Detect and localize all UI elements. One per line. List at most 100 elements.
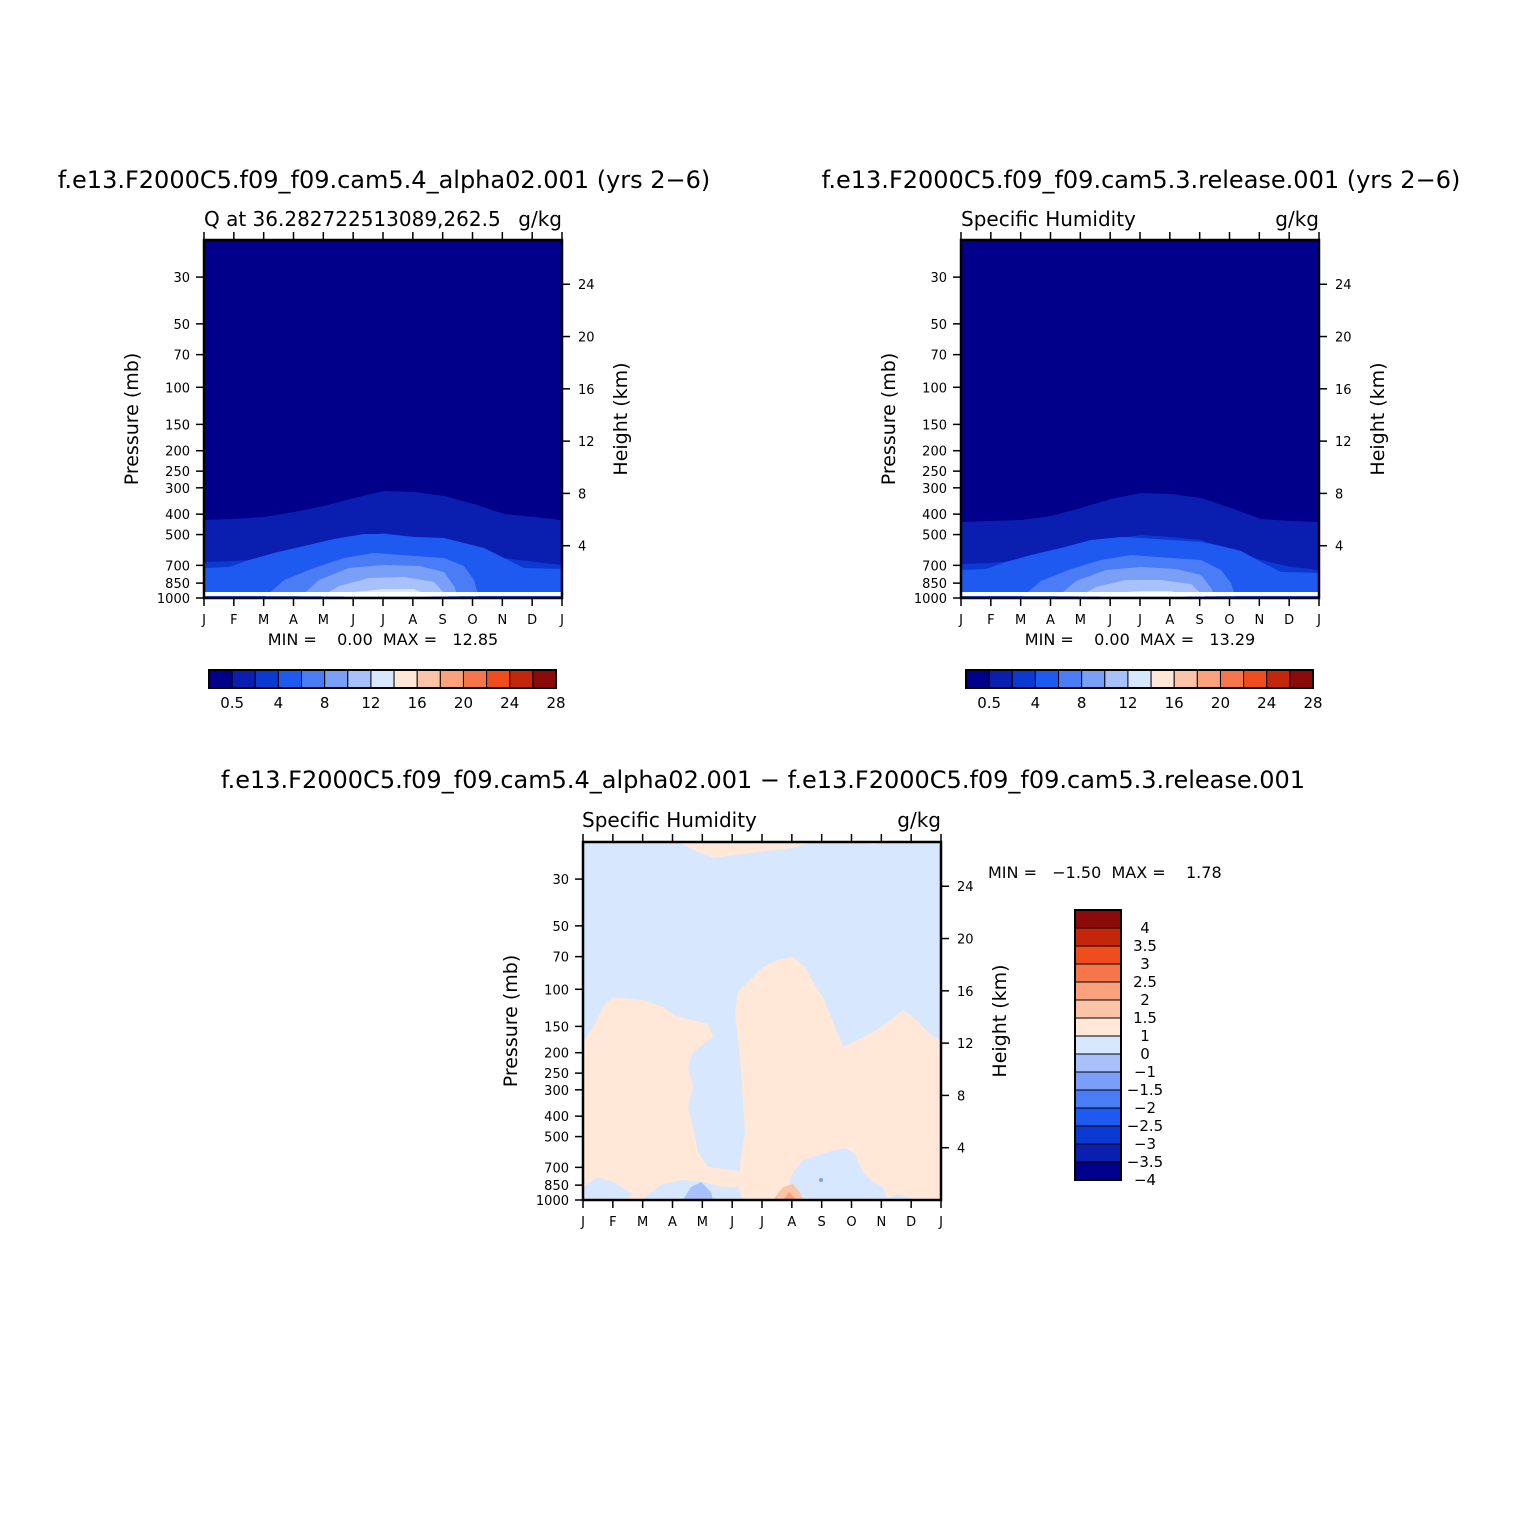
difference-height-title: Height (km) — [989, 964, 1011, 1077]
height-tick-label: 8 — [957, 1089, 965, 1104]
test-panel: Q at 36.282722513089,262.5 g/kg J F M A M J J A… — [121, 207, 632, 712]
control-frame — [959, 238, 1321, 600]
colorbar-label: 4 — [1140, 919, 1150, 937]
pressure-tick-label: 400 — [922, 508, 947, 523]
pressure-tick-label: 850 — [165, 577, 190, 592]
x-tick-label: O — [1224, 613, 1234, 628]
control-colorbar: 0.5 4 8 12 16 20 24 28 — [965, 669, 1323, 712]
control-pressure-title: Pressure (mb) — [878, 353, 900, 486]
colorbar-label: 12 — [361, 694, 380, 712]
pressure-tick-label: 100 — [544, 983, 569, 998]
colorbar-box — [231, 669, 256, 689]
height-tick-label: 4 — [578, 540, 586, 555]
control-surface-band — [961, 592, 1319, 596]
difference-colorbar: 43.532.521.510−1−1.5−2−2.5−3−3.5−4 — [1074, 909, 1163, 1189]
x-tick-label: M — [258, 613, 269, 628]
x-tick-label: A — [668, 1215, 677, 1230]
height-tick-label: 24 — [1335, 278, 1352, 293]
x-tick-label: O — [467, 613, 477, 628]
difference-positive-left — [583, 997, 773, 1200]
test-case-title: f.e13.F2000C5.f09_f09.cam5.4_alpha02.001… — [58, 166, 711, 194]
colorbar-box — [509, 669, 534, 689]
colorbar-label: 12 — [1118, 694, 1137, 712]
control-units: g/kg — [1275, 207, 1319, 231]
x-tick-label: O — [846, 1215, 856, 1230]
pressure-tick-label: 850 — [544, 1179, 569, 1194]
control-panel: Specific Humidity g/kg J F M A M J J A S O N D J 30 5… — [878, 207, 1389, 712]
colorbar-label: 16 — [1165, 694, 1184, 712]
colorbar-label: 16 — [408, 694, 427, 712]
colorbar-box — [1074, 927, 1122, 947]
colorbar-label: 0 — [1140, 1045, 1150, 1063]
colorbar-box — [1074, 1143, 1122, 1163]
height-tick-label: 20 — [957, 933, 974, 948]
pressure-tick-label: 700 — [544, 1161, 569, 1176]
height-tick-label: 8 — [578, 487, 586, 502]
height-tick-label: 16 — [578, 383, 595, 398]
height-tick-label: 24 — [957, 880, 974, 895]
pressure-tick-label: 250 — [922, 465, 947, 480]
x-tick-label: M — [1075, 613, 1086, 628]
colorbar-box — [462, 669, 488, 689]
colorbar-label: 2.5 — [1133, 973, 1157, 991]
difference-left-label: Specific Humidity — [582, 808, 757, 832]
pressure-tick-label: 250 — [544, 1067, 569, 1082]
colorbar-label: 24 — [1257, 694, 1276, 712]
colorbar-label: 20 — [1211, 694, 1230, 712]
colorbar-label: 1.5 — [1133, 1009, 1157, 1027]
colorbar-box — [1074, 1071, 1122, 1091]
x-tick-label: J — [1137, 613, 1142, 628]
pressure-tick-label: 250 — [165, 465, 190, 480]
x-tick-label: M — [637, 1215, 648, 1230]
colorbar-box — [1074, 981, 1122, 1001]
colorbar-box — [486, 669, 511, 689]
difference-speck — [819, 1178, 823, 1182]
x-tick-label: A — [787, 1215, 796, 1230]
height-tick-label: 8 — [1335, 487, 1343, 502]
colorbar-label: −1 — [1134, 1063, 1156, 1081]
difference-positive-lower-blob — [773, 1184, 803, 1200]
pressure-tick-label: 50 — [930, 318, 947, 333]
pressure-tick-label: 100 — [165, 381, 190, 396]
x-tick-label: S — [1196, 613, 1204, 628]
test-surface-band — [204, 592, 562, 596]
pressure-tick-label: 850 — [922, 577, 947, 592]
difference-min-max: MIN = −1.50 MAX = 1.78 — [988, 863, 1222, 882]
colorbar-box — [347, 669, 372, 689]
test-min-max: MIN = 0.00 MAX = 12.85 — [268, 630, 498, 649]
x-tick-label: J — [201, 613, 206, 628]
x-tick-label: A — [1046, 613, 1055, 628]
x-tick-label: J — [729, 1215, 734, 1230]
colorbar-box — [965, 669, 990, 689]
x-tick-label: F — [609, 1215, 616, 1230]
colorbar-box — [532, 669, 557, 689]
pressure-tick-label: 1000 — [536, 1194, 569, 1209]
test-frame — [202, 238, 564, 600]
pressure-tick-label: 200 — [544, 1047, 569, 1062]
colorbar-box — [277, 669, 303, 689]
colorbar-label: 4 — [274, 694, 284, 712]
colorbar-box — [1011, 669, 1036, 689]
pressure-tick-label: 70 — [930, 349, 947, 364]
pressure-tick-label: 300 — [165, 482, 190, 497]
x-tick-label: J — [958, 613, 963, 628]
pressure-tick-label: 700 — [165, 559, 190, 574]
pressure-tick-label: 200 — [922, 445, 947, 460]
colorbar-box — [301, 669, 326, 689]
x-tick-label: M — [1015, 613, 1026, 628]
test-colorbar: 0.5 4 8 12 16 20 24 28 — [208, 669, 566, 712]
colorbar-box — [324, 669, 349, 689]
x-tick-label: N — [876, 1215, 886, 1230]
colorbar-box — [1196, 669, 1221, 689]
pressure-tick-label: 30 — [552, 873, 569, 888]
pressure-tick-label: 50 — [173, 318, 190, 333]
pressure-tick-label: 150 — [165, 418, 190, 433]
colorbar-box — [1127, 669, 1152, 689]
x-tick-label: N — [1254, 613, 1264, 628]
x-tick-label: J — [380, 613, 385, 628]
colorbar-label: 8 — [1077, 694, 1087, 712]
colorbar-label: 2 — [1140, 991, 1150, 1009]
